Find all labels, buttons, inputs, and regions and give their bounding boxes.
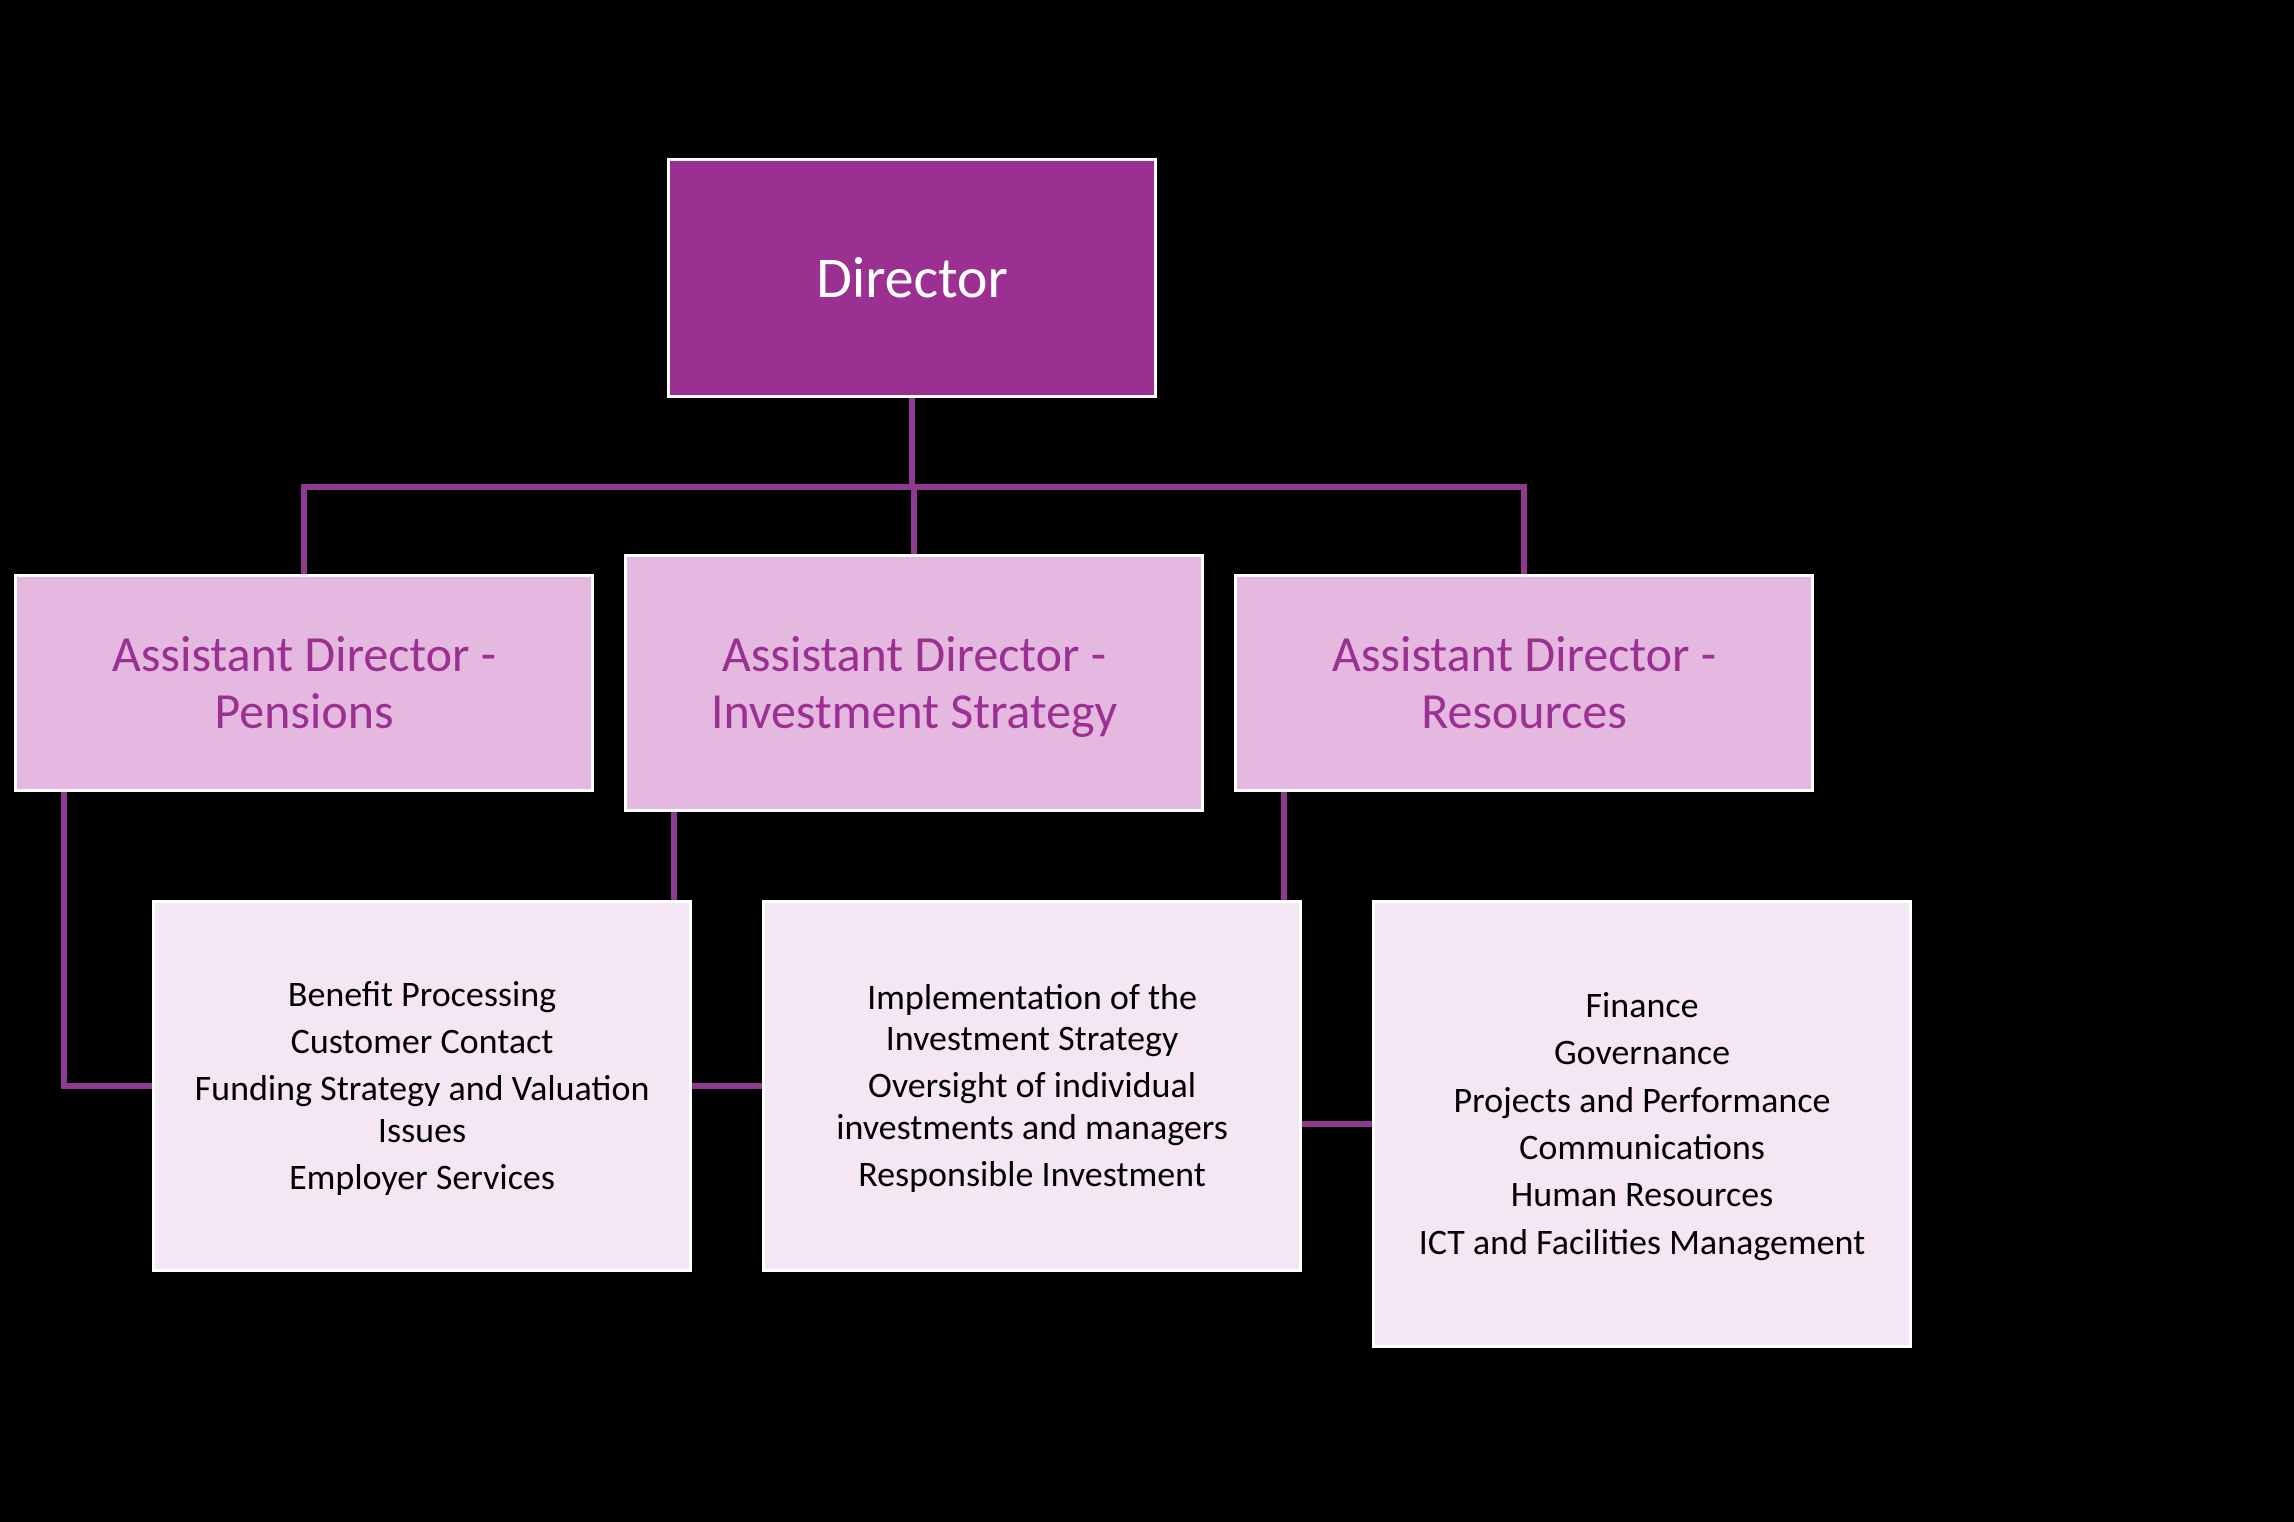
node-assistant-director-resources: Assistant Director - Resources (1234, 574, 1814, 792)
node-label: Assistant Director - Investment Strategy (645, 626, 1183, 741)
node-director: Director (667, 158, 1157, 398)
org-chart: Director Assistant Director - Pensions A… (0, 0, 2294, 1522)
detail-list: Benefit Processing Customer Contact Fundin… (173, 968, 671, 1205)
detail-item: Implementation of the Investment Strateg… (783, 977, 1281, 1060)
detail-item: Human Resources (1393, 1174, 1891, 1215)
node-label: Assistant Director - Resources (1255, 626, 1793, 741)
connector (61, 792, 67, 1089)
connector (1521, 484, 1527, 574)
detail-item: Employer Services (173, 1157, 671, 1198)
detail-item: Communications (1393, 1127, 1891, 1168)
detail-item: Benefit Processing (173, 974, 671, 1015)
detail-item: Customer Contact (173, 1021, 671, 1062)
node-assistant-director-investment: Assistant Director - Investment Strategy (624, 554, 1204, 812)
detail-item: Responsible Investment (783, 1154, 1281, 1195)
detail-item: Funding Strategy and Valuation Issues (173, 1068, 671, 1151)
detail-box-investment: Implementation of the Investment Strateg… (762, 900, 1302, 1272)
detail-list: Implementation of the Investment Strateg… (783, 971, 1281, 1202)
detail-item: Projects and Performance (1393, 1080, 1891, 1121)
node-label: Director (816, 245, 1008, 312)
connector (911, 484, 917, 554)
connector (909, 398, 915, 490)
node-assistant-director-pensions: Assistant Director - Pensions (14, 574, 594, 792)
detail-item: Governance (1393, 1032, 1891, 1073)
detail-box-resources: Finance Governance Projects and Performanc… (1372, 900, 1912, 1348)
detail-list: Finance Governance Projects and Performanc… (1393, 979, 1891, 1269)
detail-box-pensions: Benefit Processing Customer Contact Fundin… (152, 900, 692, 1272)
detail-item: Oversight of individual investments and … (783, 1065, 1281, 1148)
connector (301, 484, 307, 574)
connector (61, 1083, 152, 1089)
detail-item: Finance (1393, 985, 1891, 1026)
detail-item: ICT and Facilities Management (1393, 1222, 1891, 1263)
node-label: Assistant Director - Pensions (35, 626, 573, 741)
